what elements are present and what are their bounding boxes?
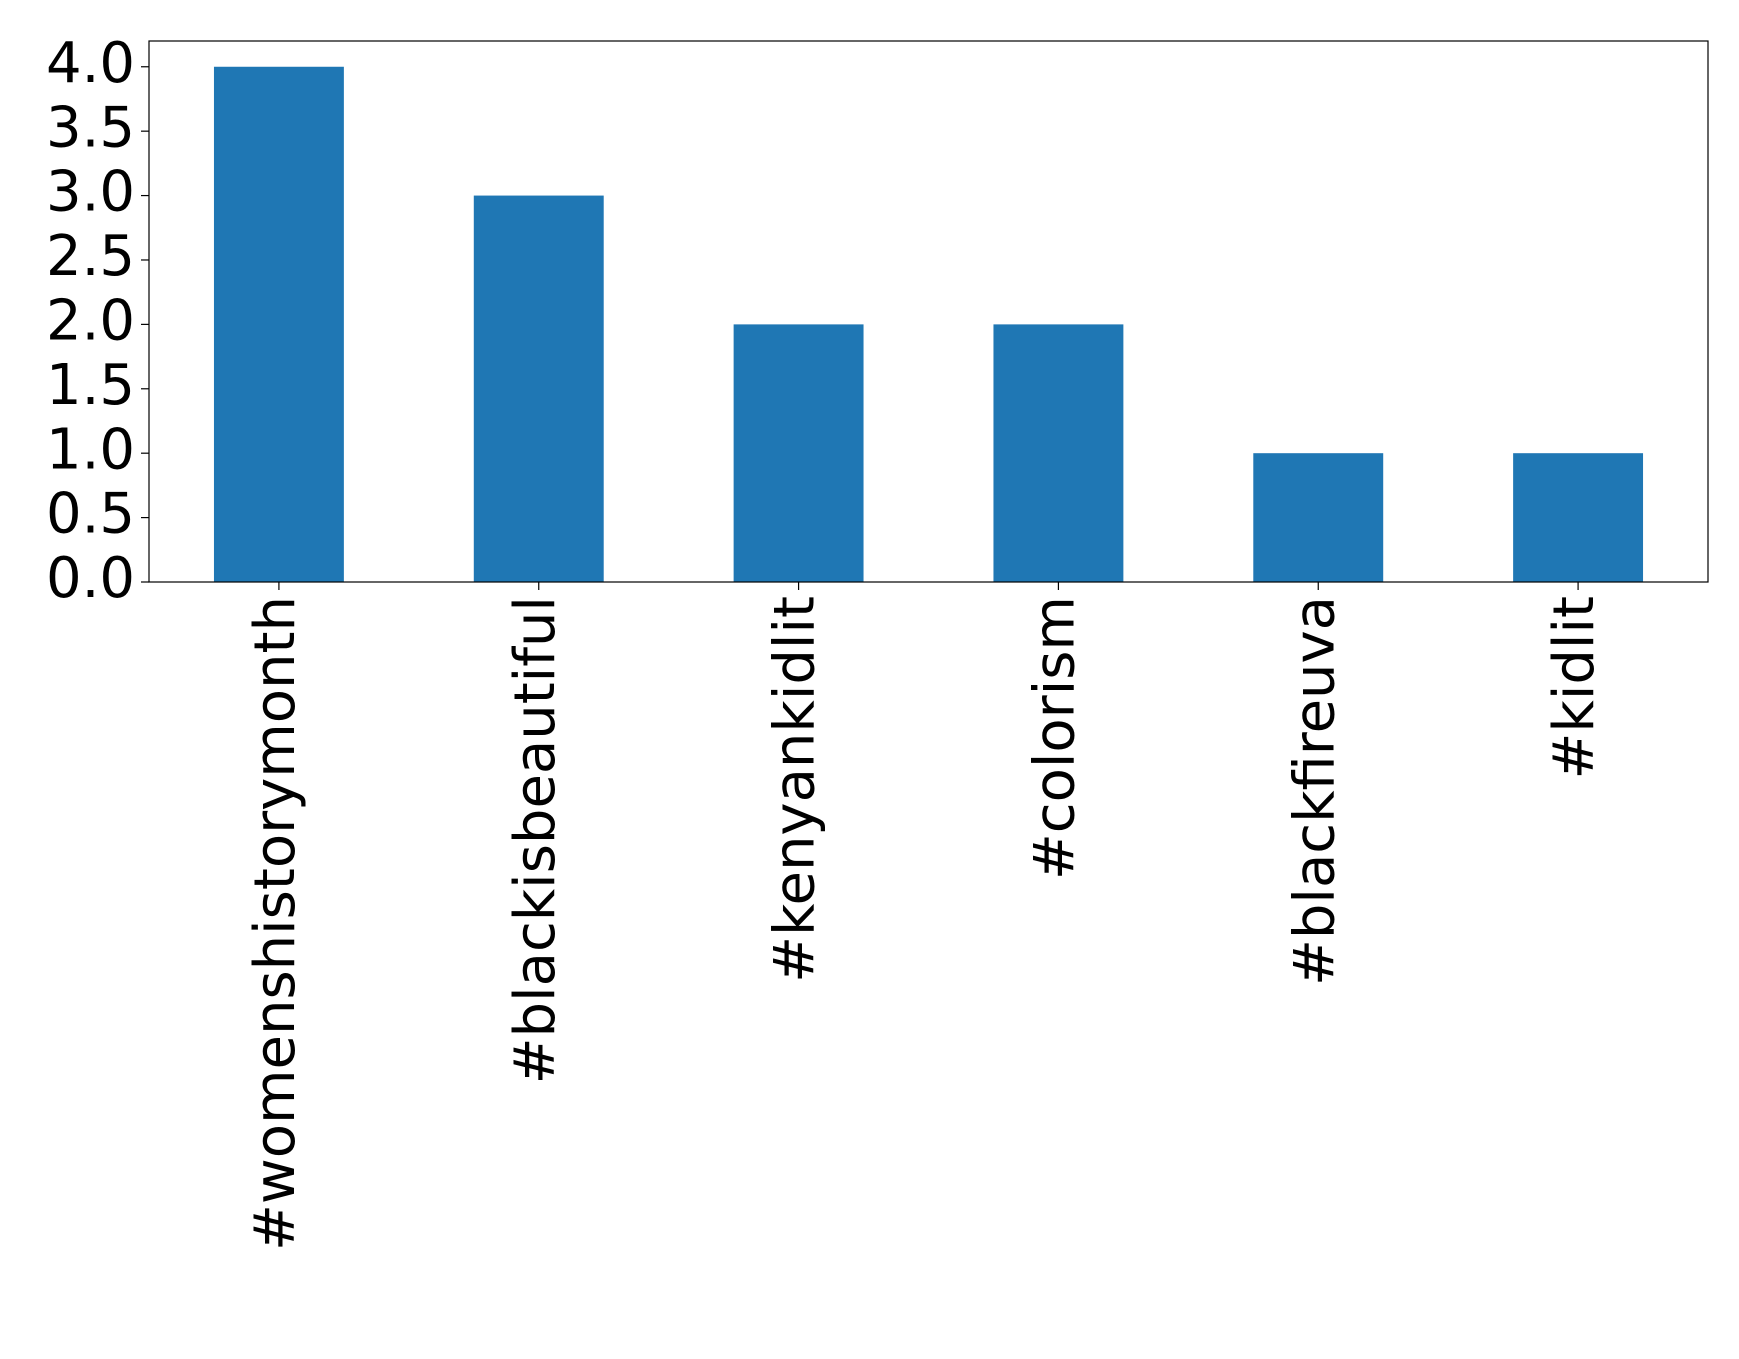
y-tick-label: 0.5 bbox=[46, 482, 135, 547]
y-tick-label: 3.5 bbox=[46, 95, 135, 160]
y-tick-label: 1.5 bbox=[46, 353, 135, 418]
bar bbox=[993, 324, 1124, 582]
axes-frame bbox=[148, 40, 1709, 583]
bar bbox=[473, 195, 604, 583]
x-tick-label: #colorism bbox=[1023, 596, 1088, 880]
y-tick-label: 4.0 bbox=[46, 31, 135, 96]
bar bbox=[733, 324, 864, 582]
y-tick-label: 1.0 bbox=[46, 417, 135, 482]
bar bbox=[213, 66, 344, 582]
y-tick-label: 3.0 bbox=[46, 160, 135, 225]
y-tick-label: 2.5 bbox=[46, 224, 135, 289]
x-tick-label: #kenyankidlit bbox=[763, 596, 828, 983]
y-tick-label: 0.0 bbox=[46, 546, 135, 611]
x-tick-label: #kidlit bbox=[1542, 596, 1607, 780]
y-tick-label: 2.0 bbox=[46, 289, 135, 354]
x-tick-label: #blackfireuva bbox=[1282, 596, 1347, 986]
x-tick-label: #blackisbeautiful bbox=[503, 596, 568, 1084]
bar bbox=[1513, 453, 1644, 582]
bar bbox=[1253, 453, 1384, 582]
x-tick-label: #womenshistorymonth bbox=[243, 596, 308, 1251]
